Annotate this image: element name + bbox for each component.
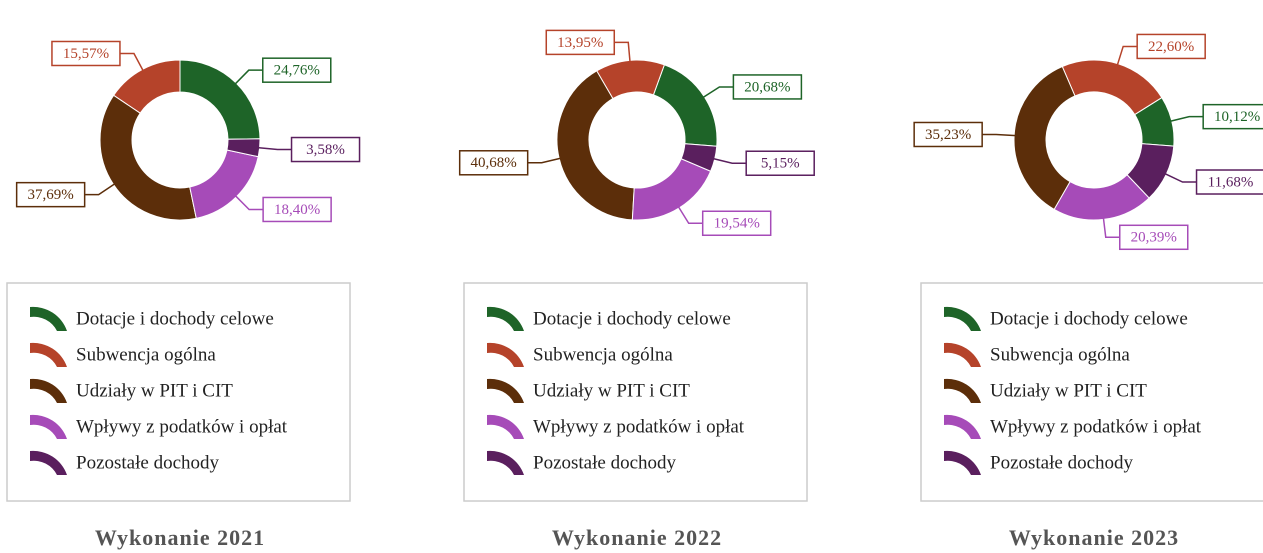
legend-label: Pozostałe dochody [76,452,220,473]
label-box [1136,33,1206,60]
label-box [745,150,815,176]
leader-line [982,133,1017,137]
legend-icon [944,414,981,439]
label-box [913,121,983,148]
label-box [458,150,529,176]
legend-label: Wpływy z podatków i opłat [990,416,1202,437]
legend-icon [30,450,67,475]
leader-line [527,157,562,164]
legend-label: Pozostałe dochody [533,452,677,473]
legend-icon [487,378,524,403]
leader-line [1102,217,1120,239]
data-label: 5,15% [761,156,800,172]
legend-label: Subwencja ogólna [76,344,216,365]
label-box [51,40,121,67]
legend-icon [30,414,67,439]
donut-slice [1061,59,1163,116]
donut-slice [226,138,261,158]
label-box [262,196,332,223]
leader-line [702,86,734,99]
data-label: 15,57% [63,46,109,62]
legend-label: Udziały w PIT i CIT [990,380,1147,401]
legend-label: Subwencja ogólna [533,344,673,365]
data-label: 40,68% [471,155,517,171]
chart-title: Wykonanie 2022 [552,525,722,550]
legend-icon [944,342,981,367]
data-label: 19,54% [714,216,760,232]
legend-box [920,282,1263,502]
legend-icon [487,342,524,367]
legend-label: Wpływy z podatków i opłat [76,416,288,437]
leader-line [234,69,263,85]
label-box [262,57,332,83]
legend-label: Dotacje i dochody celowe [990,308,1188,329]
label-box [732,74,803,100]
donut-slice [652,64,718,147]
legend-box [6,282,351,502]
legend-icon [30,378,67,403]
legend-icon [487,306,524,331]
leader-line [119,52,145,72]
data-label: 20,39% [1131,230,1177,246]
data-label: 13,95% [557,35,603,51]
leader-line [1164,172,1197,183]
donut-slice [631,158,712,221]
leader-line [234,194,264,211]
legend-icon [944,450,981,475]
chart-title: Wykonanie 2023 [1009,525,1179,550]
label-box [1202,103,1263,130]
donut-slice [556,70,635,221]
legend-label: Pozostałe dochody [990,452,1134,473]
donut-slice [1013,65,1076,211]
legend-label: Dotacje i dochody celowe [533,308,731,329]
data-label: 20,68% [744,79,790,95]
donut-slice [680,143,718,172]
data-label: 35,23% [925,127,971,143]
data-label: 11,68% [1208,174,1254,190]
legend-icon [944,306,981,331]
leader-line [1169,115,1204,123]
data-label: 10,12% [1214,109,1260,125]
label-box [701,210,772,237]
leader-line [1116,45,1138,66]
legend-box [463,282,808,502]
leader-line [614,41,631,63]
legend-icon [30,306,67,331]
label-box [15,181,86,208]
legend-label: Udziały w PIT i CIT [533,380,690,401]
leader-line [84,182,116,196]
donut-slice [1126,143,1175,199]
legend-icon [30,342,67,367]
data-label: 22,60% [1148,39,1194,55]
label-box [1119,224,1189,251]
data-label: 24,76% [274,63,320,79]
legend-icon [487,450,524,475]
leader-line [257,146,292,151]
label-box [290,136,361,163]
label-box [545,29,616,56]
donut-slice [99,94,197,221]
data-label: 3,58% [306,142,345,158]
legend-label: Wpływy z podatków i opłat [533,416,745,437]
chart-title: Wykonanie 2021 [95,525,265,550]
leader-line [712,157,747,164]
label-box [1195,169,1263,195]
leader-line [677,205,703,225]
legend-label: Subwencja ogólna [990,344,1130,365]
legend-label: Udziały w PIT i CIT [76,380,233,401]
legend-icon [944,378,981,403]
data-label: 37,69% [28,187,74,203]
legend-icon [487,414,524,439]
legend-label: Dotacje i dochody celowe [76,308,274,329]
data-label: 18,40% [274,202,320,218]
